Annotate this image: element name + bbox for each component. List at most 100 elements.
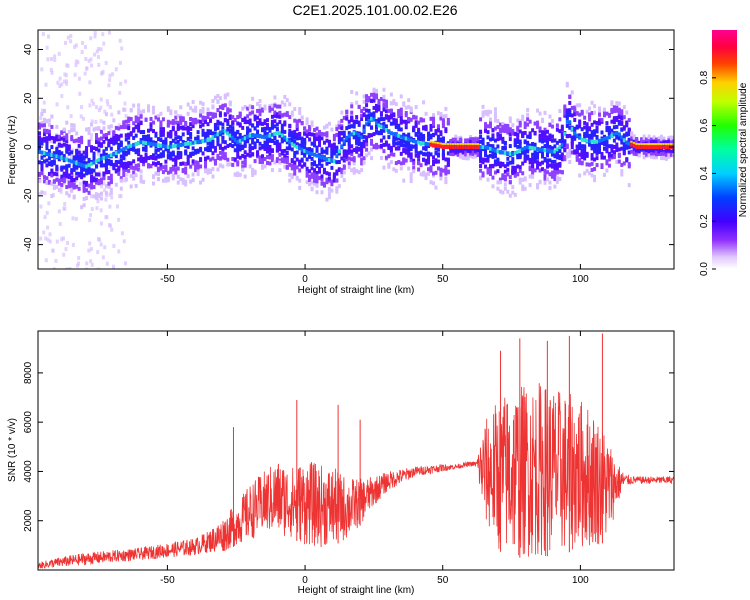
- heat-cell: [108, 223, 112, 228]
- heat-peak: [493, 148, 497, 153]
- heat-cell: [526, 154, 530, 159]
- heat-cell: [119, 143, 123, 148]
- heat-cell: [57, 157, 61, 162]
- heat-cell: [308, 137, 312, 142]
- heat-cell: [251, 140, 255, 145]
- heat-cell: [545, 164, 549, 169]
- y-tick-label: 20: [23, 92, 34, 104]
- heat-cell: [412, 158, 416, 163]
- heat-cell: [414, 105, 418, 110]
- heat-cell: [659, 156, 663, 161]
- heat-cell: [345, 110, 349, 115]
- heat-cell: [300, 164, 304, 169]
- heat-cell: [265, 147, 269, 152]
- heat-cell: [253, 114, 257, 119]
- heat-cell: [60, 174, 64, 179]
- heat-cell: [632, 138, 636, 143]
- heat-cell: [496, 186, 500, 191]
- heat-cell: [518, 168, 522, 173]
- heat-cell: [360, 152, 364, 157]
- figure-title: C2E1.2025.101.00.02.E26: [292, 2, 457, 18]
- heat-cell: [347, 119, 351, 124]
- heat-cell: [164, 141, 168, 146]
- heat-cell: [87, 160, 91, 165]
- heat-cell: [575, 103, 579, 108]
- heat-cell: [191, 178, 195, 183]
- heat-cell: [412, 144, 416, 149]
- heat-cell: [258, 99, 262, 104]
- heat-cell: [42, 108, 46, 113]
- heat-cell: [44, 236, 48, 241]
- heat-cell: [164, 147, 168, 152]
- heat-cell: [275, 122, 279, 127]
- heat-cell: [204, 135, 208, 140]
- heat-cell: [588, 127, 592, 132]
- heat-cell: [389, 160, 393, 165]
- heat-cell: [347, 131, 351, 136]
- heat-cell: [161, 139, 165, 144]
- heat-cell: [65, 143, 69, 148]
- heat-cell: [80, 167, 84, 172]
- heat-cell: [322, 169, 326, 174]
- heat-cell: [357, 142, 361, 147]
- heat-peak: [637, 143, 641, 146]
- heat-cell: [481, 104, 485, 109]
- heat-peak: [441, 142, 445, 145]
- heat-cell: [176, 120, 180, 125]
- heat-cell: [578, 173, 582, 178]
- heat-peak: [669, 143, 673, 146]
- heat-cell: [48, 139, 52, 144]
- heat-cell: [124, 152, 128, 157]
- heat-peak: [585, 138, 589, 143]
- heat-cell: [278, 120, 282, 125]
- heat-cell: [508, 144, 512, 149]
- heat-cell: [595, 156, 599, 161]
- heat-cell: [414, 149, 418, 154]
- heat-peak: [322, 156, 326, 161]
- heat-cell: [216, 156, 220, 161]
- heat-cell: [446, 169, 450, 174]
- heat-cell: [558, 169, 562, 174]
- heat-cell: [77, 150, 81, 155]
- heat-cell: [55, 124, 59, 129]
- heat-cell: [528, 135, 532, 140]
- heat-cell: [340, 173, 344, 178]
- heat-cell: [82, 155, 86, 160]
- heat-peak: [109, 153, 113, 158]
- heat-cell: [409, 155, 413, 160]
- heat-cell: [427, 153, 431, 158]
- heat-cell: [134, 119, 138, 124]
- heat-peak: [625, 140, 629, 145]
- heat-cell: [543, 176, 547, 181]
- heat-cell: [179, 137, 183, 142]
- heat-cell: [622, 105, 626, 110]
- heat-cell: [127, 126, 131, 131]
- heat-cell: [57, 134, 61, 139]
- heat-cell: [377, 117, 381, 122]
- heat-cell: [92, 154, 96, 159]
- heat-cell: [248, 128, 252, 133]
- heat-cell: [78, 181, 82, 186]
- heat-cell: [94, 133, 98, 138]
- heat-cell: [330, 188, 334, 193]
- heat-cell: [536, 120, 540, 125]
- heat-cell: [431, 173, 435, 178]
- heat-cell: [409, 117, 413, 122]
- heat-cell: [104, 152, 108, 157]
- heat-cell: [88, 218, 92, 223]
- heat-cell: [55, 137, 59, 142]
- heat-cell: [620, 140, 624, 145]
- heat-cell: [496, 132, 500, 137]
- heat-cell: [290, 163, 294, 168]
- heat-cell: [360, 143, 364, 148]
- heat-cell: [109, 191, 113, 196]
- heat-cell: [107, 184, 111, 189]
- heat-cell: [370, 156, 374, 161]
- heat-peak: [370, 116, 374, 121]
- heat-cell: [479, 155, 483, 160]
- heat-cell: [486, 167, 490, 172]
- heat-cell: [109, 173, 113, 178]
- heat-cell: [370, 112, 374, 117]
- heat-cell: [486, 142, 490, 147]
